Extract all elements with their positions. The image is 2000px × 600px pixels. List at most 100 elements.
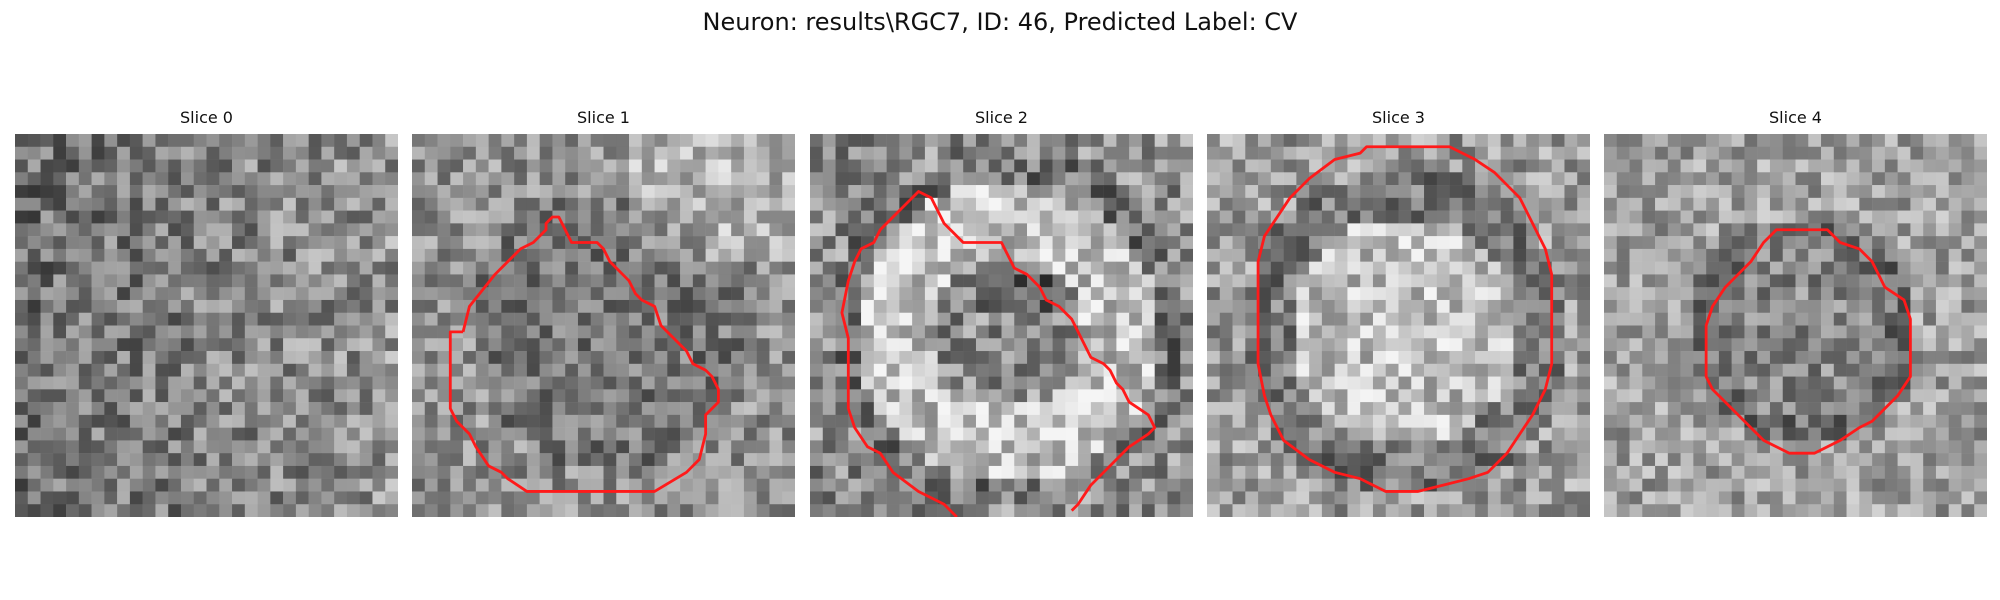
pixel-cell [1948, 261, 1962, 275]
pixel-cell [1283, 376, 1297, 390]
pixel-cell [1270, 159, 1284, 173]
pixel-cell [963, 185, 977, 199]
pixel-cell [1655, 287, 1669, 301]
pixel-cell [1680, 274, 1694, 288]
pixel-cell [1475, 389, 1489, 403]
pixel-cell [1258, 351, 1272, 365]
pixel-cell [743, 504, 757, 517]
pixel-cell [1655, 159, 1669, 173]
pixel-cell [603, 453, 617, 467]
pixel-cell [1884, 414, 1898, 428]
pixel-cell [321, 134, 335, 148]
pixel-cell [424, 312, 438, 326]
pixel-cell [835, 223, 849, 237]
pixel-cell [1629, 453, 1643, 467]
slice-image [810, 134, 1193, 517]
pixel-cell [295, 236, 309, 250]
pixel-cell [1449, 351, 1463, 365]
pixel-cell [129, 351, 143, 365]
pixel-cell [27, 146, 41, 160]
pixel-cell [1232, 223, 1246, 237]
pixel-cell [1526, 159, 1540, 173]
pixel-cell [1667, 414, 1681, 428]
pixel-cell [1551, 248, 1565, 262]
pixel-cell [475, 172, 489, 186]
pixel-cell [565, 363, 579, 377]
pixel-cell [1769, 299, 1783, 313]
pixel-cell [53, 159, 67, 173]
pixel-cell [1360, 248, 1374, 262]
pixel-cell [577, 453, 591, 467]
pixel-cell [1782, 261, 1796, 275]
pixel-cell [1129, 236, 1143, 250]
pixel-cell [244, 351, 258, 365]
pixel-cell [731, 146, 745, 160]
pixel-cell [590, 146, 604, 160]
pixel-cell [654, 351, 668, 365]
pixel-cell [1693, 146, 1707, 160]
pixel-cell [1974, 248, 1987, 262]
pixel-cell [1424, 325, 1438, 339]
pixel-cell [1706, 478, 1720, 492]
pixel-cell [66, 389, 80, 403]
pixel-cell [1961, 134, 1975, 148]
pixel-cell [1680, 351, 1694, 365]
pixel-cell [705, 274, 719, 288]
pixel-cell [1129, 299, 1143, 313]
pixel-cell [193, 312, 207, 326]
pixel-cell [27, 351, 41, 365]
pixel-cell [1718, 261, 1732, 275]
pixel-cell [1232, 299, 1246, 313]
pixel-cell [1129, 363, 1143, 377]
pixel-cell [168, 338, 182, 352]
pixel-cell [950, 134, 964, 148]
pixel-cell [924, 172, 938, 186]
pixel-cell [1513, 325, 1527, 339]
pixel-cell [577, 146, 591, 160]
red-contour-outline [1256, 145, 1554, 493]
pixel-cell [40, 185, 54, 199]
pixel-cell [180, 453, 194, 467]
pixel-cell [1616, 376, 1630, 390]
slice-image [1207, 134, 1590, 517]
pixel-cell [1821, 389, 1835, 403]
pixel-cell [488, 504, 502, 517]
pixel-cell [1872, 197, 1886, 211]
pixel-cell [1449, 325, 1463, 339]
pixel-cell [937, 197, 951, 211]
pixel-cell [1577, 351, 1590, 365]
pixel-cell [40, 325, 54, 339]
pixel-cell [424, 159, 438, 173]
pixel-cell [1795, 210, 1809, 224]
pixel-cell [475, 504, 489, 517]
pixel-cell [1935, 504, 1949, 517]
pixel-cell [873, 478, 887, 492]
pixel-cell [1564, 389, 1578, 403]
pixel-cell [886, 197, 900, 211]
pixel-cell [142, 312, 156, 326]
pixel-cell [1052, 274, 1066, 288]
pixel-cell [424, 414, 438, 428]
pixel-cell [450, 248, 464, 262]
pixel-cell [488, 287, 502, 301]
pixel-cell [835, 159, 849, 173]
pixel-cell [206, 299, 220, 313]
pixel-cell [257, 376, 271, 390]
pixel-cell [899, 274, 913, 288]
pixel-cell [1487, 402, 1501, 416]
pixel-cell [142, 210, 156, 224]
pixel-cell [27, 402, 41, 416]
pixel-cell [1436, 363, 1450, 377]
pixel-cell [705, 338, 719, 352]
pixel-cell [1935, 134, 1949, 148]
pixel-cell [1948, 210, 1962, 224]
pixel-cell [1385, 453, 1399, 467]
pixel-cell [1808, 146, 1822, 160]
pixel-cell [1655, 261, 1669, 275]
pixel-cell [27, 287, 41, 301]
pixel-cell [1090, 261, 1104, 275]
pixel-cell [1808, 312, 1822, 326]
pixel-cell [1334, 287, 1348, 301]
pixel-cell [616, 223, 630, 237]
pixel-cell [667, 185, 681, 199]
